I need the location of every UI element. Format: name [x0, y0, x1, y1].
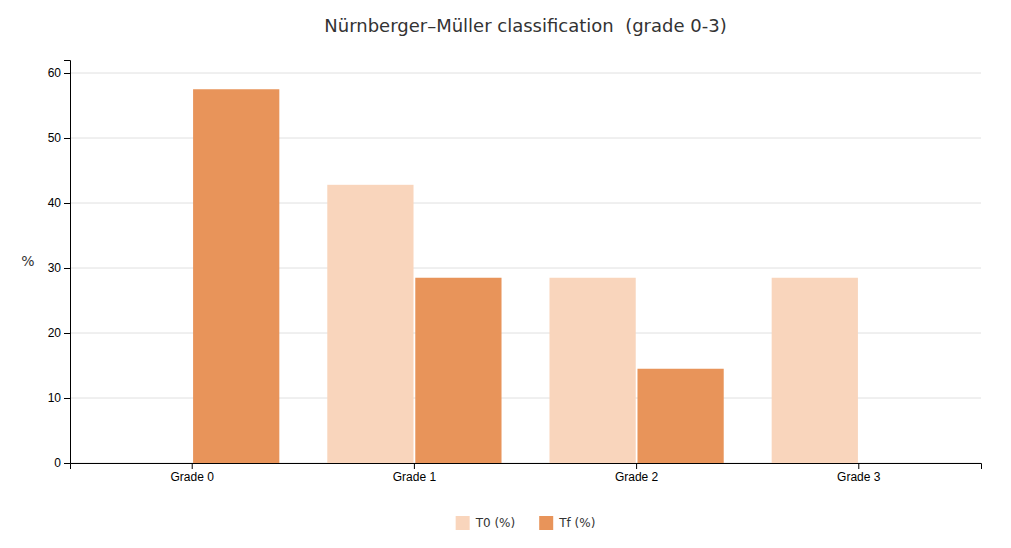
y-tick-mark — [64, 333, 70, 334]
plot: 0102030405060Grade 0Grade 1Grade 2Grade … — [48, 61, 982, 484]
bar — [637, 369, 723, 463]
bar — [860, 463, 946, 464]
bar-series — [327, 185, 858, 463]
y-tick-label: 10 — [48, 391, 62, 405]
y-axis: 0 10 20 30 40 50 60 — [48, 61, 71, 471]
x-axis-line — [71, 464, 982, 470]
y-tick-mark — [64, 73, 70, 74]
x-tick-label: Grade 2 — [615, 470, 659, 484]
y-tick: 60 — [48, 66, 70, 80]
y-tick-label: 30 — [48, 261, 62, 275]
x-tick-label: Grade 0 — [171, 470, 215, 484]
chart: 0102030405060Grade 0Grade 1Grade 2Grade … — [0, 0, 1011, 548]
x-tick: Grade 2 — [615, 463, 659, 484]
x-tick-mark — [858, 463, 859, 469]
y-tick: 30 — [48, 261, 70, 275]
y-tick-mark — [64, 463, 70, 464]
y-tick: 40 — [48, 196, 70, 210]
bar-series — [193, 89, 724, 463]
y-tick-label: 0 — [54, 456, 61, 470]
bar — [105, 463, 191, 464]
x-tick: Grade 1 — [393, 463, 437, 484]
y-tick-label: 40 — [48, 196, 62, 210]
grid — [70, 73, 981, 463]
y-tick-mark — [64, 203, 70, 204]
y-tick-mark — [64, 138, 70, 139]
legend-label: T0 (%) — [475, 516, 516, 530]
grid-line — [70, 73, 981, 74]
y-axis-line — [64, 61, 71, 464]
y-tick-mark — [64, 398, 70, 399]
legend-swatch — [456, 516, 470, 530]
bar — [327, 185, 413, 463]
bar — [549, 278, 635, 463]
y-tick: 50 — [48, 131, 70, 145]
x-axis: Grade 0 Grade 1 Grade 2 Grade 3 — [71, 463, 982, 484]
legend-swatch — [539, 516, 553, 530]
legend-label: Tf (%) — [558, 516, 595, 530]
y-tick-label: 50 — [48, 131, 62, 145]
y-tick: 10 — [48, 391, 70, 405]
bar — [772, 278, 858, 463]
x-tick-mark — [636, 463, 637, 469]
y-axis-label: % — [21, 253, 34, 269]
legend-item: T0 (%) — [456, 516, 516, 531]
legend-item: Tf (%) — [539, 516, 595, 531]
bars — [193, 89, 858, 463]
legend: T0 (%) Tf (%) — [456, 516, 596, 531]
x-tick-label: Grade 3 — [837, 470, 881, 484]
y-tick-label: 20 — [48, 326, 62, 340]
y-tick: 0 — [54, 456, 70, 470]
bar — [193, 89, 279, 463]
bar — [415, 278, 501, 463]
x-tick-mark — [192, 463, 193, 469]
title: Nürnberger–Müller classification (grade … — [324, 15, 726, 36]
x-tick-label: Grade 1 — [393, 470, 437, 484]
x-tick: Grade 0 — [171, 463, 215, 484]
y-tick-label: 60 — [48, 66, 62, 80]
y-tick-mark — [64, 268, 70, 269]
x-tick-mark — [414, 463, 415, 469]
y-tick: 20 — [48, 326, 70, 340]
x-tick: Grade 3 — [837, 463, 881, 484]
